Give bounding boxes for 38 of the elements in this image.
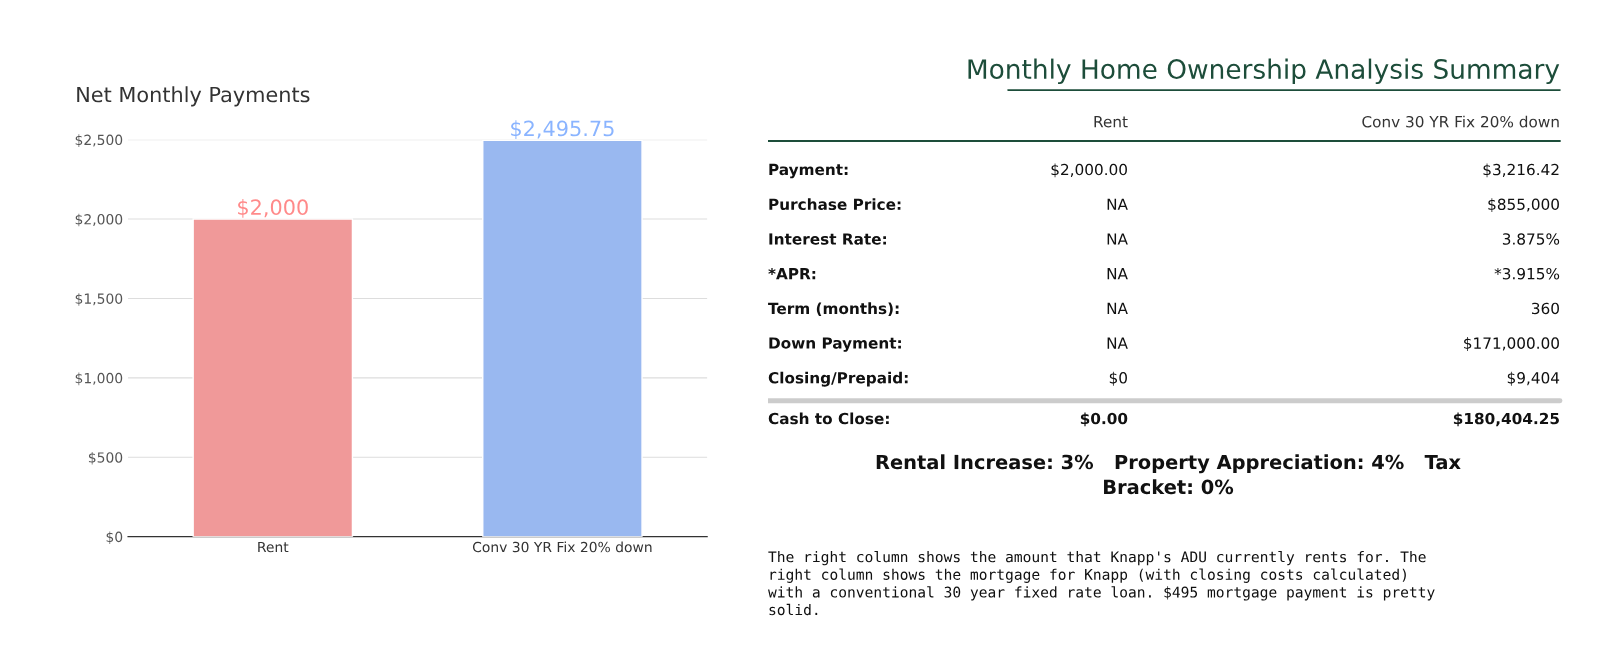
text: NA xyxy=(1107,268,1128,280)
category-label: Down Payment: xyxy=(769,337,901,352)
text: $2,000.00 xyxy=(1051,163,1127,178)
category-label: *APR: xyxy=(768,267,816,280)
category-label: Closing/Prepaid: xyxy=(768,371,908,387)
category-label: Rent xyxy=(1094,116,1128,128)
y-tick-label: $2,000 xyxy=(75,213,123,227)
text: NA xyxy=(1107,198,1128,210)
text: $3,216.42 xyxy=(1483,163,1559,178)
category-label: Interest Rate: xyxy=(769,233,886,245)
category-label: Conv 30 YR Fix 20% down xyxy=(1362,115,1559,128)
y-tick-label: $2,500 xyxy=(75,134,123,147)
y-tick-label: $1,500 xyxy=(75,293,123,306)
y-tick-label: $1,000 xyxy=(75,372,123,386)
text: NA xyxy=(1107,337,1128,349)
text: $9,404 xyxy=(1507,371,1560,386)
category-label: Term (months): xyxy=(768,302,899,316)
category-label: Cash to Close: xyxy=(768,412,889,425)
text: NA xyxy=(1107,233,1128,245)
text: Monthly Home Ownership Analysis Summary xyxy=(968,58,1560,85)
text: $855,000 xyxy=(1488,198,1559,213)
text: 360 xyxy=(1532,302,1559,315)
text: NA xyxy=(1107,302,1128,314)
chart-title: Net Monthly Payments xyxy=(77,86,310,107)
data-label: $2,000 xyxy=(238,198,308,218)
y-tick-label: $500 xyxy=(88,451,123,465)
text: *3.915% xyxy=(1494,267,1560,280)
category-label: Purchase Price: xyxy=(769,198,901,211)
data-label: $2,495.75 xyxy=(511,120,614,140)
text: $0 xyxy=(1109,371,1127,386)
y-tick-label: $0 xyxy=(106,531,123,544)
text: $171,000.00 xyxy=(1464,337,1559,351)
category-label: Payment: xyxy=(769,163,848,179)
text: The right column shows the amount that Knapp's ADU currently rents for. The right column shows the mortgage for Knapp (with closing costs calculated) with a conventional 30 year fixed rate loan. $495 mortgage payment is pretty solid. xyxy=(768,550,1435,616)
text: $0.00 xyxy=(1080,412,1128,427)
text: $180,404.25 xyxy=(1453,412,1559,427)
text: 3.875% xyxy=(1502,233,1560,245)
text: Rental Increase: 3% Property Appreciation: 4% Tax Bracket: 0% xyxy=(876,454,1461,495)
